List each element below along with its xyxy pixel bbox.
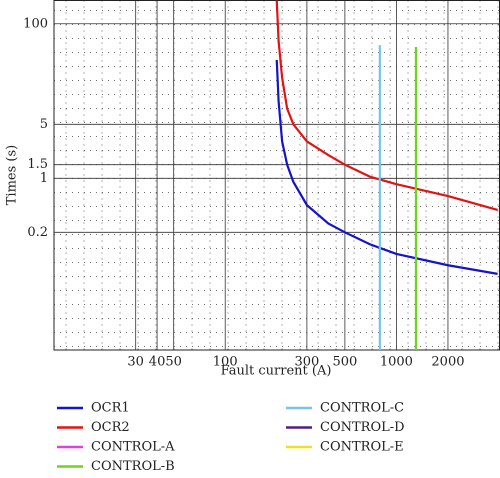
x-tick-label: 500 xyxy=(332,355,357,370)
x-tick-label: 50 xyxy=(165,355,182,370)
legend-label: OCR1 xyxy=(91,401,130,416)
legend-label: CONTROL-C xyxy=(320,401,404,416)
legend-label: CONTROL-D xyxy=(320,420,405,435)
legend-label: CONTROL-E xyxy=(320,440,404,455)
legend-label: CONTROL-B xyxy=(91,459,175,474)
x-tick-label: 40 xyxy=(149,355,166,370)
x-tick-label: 1000 xyxy=(380,355,413,370)
plot-frame xyxy=(53,0,500,351)
y-tick-label: 1.5 xyxy=(27,157,48,172)
x-tick-label: 300 xyxy=(294,355,319,370)
legend-label: OCR2 xyxy=(91,420,130,435)
y-tick-label: 0.2 xyxy=(27,225,48,240)
series-line xyxy=(275,0,498,211)
y-tick-label: 1 xyxy=(40,171,48,186)
y-tick-label: 100 xyxy=(23,16,48,31)
x-tick-label: 100 xyxy=(213,355,238,370)
y-axis-label: Times (s) xyxy=(5,145,20,205)
series-line xyxy=(275,59,498,275)
legend-label: CONTROL-A xyxy=(91,440,175,455)
x-tick-label: 2000 xyxy=(431,355,464,370)
x-axis-label: Fault current (A) xyxy=(221,364,332,379)
y-tick-label: 5 xyxy=(40,117,48,132)
x-tick-label: 30 xyxy=(127,355,144,370)
